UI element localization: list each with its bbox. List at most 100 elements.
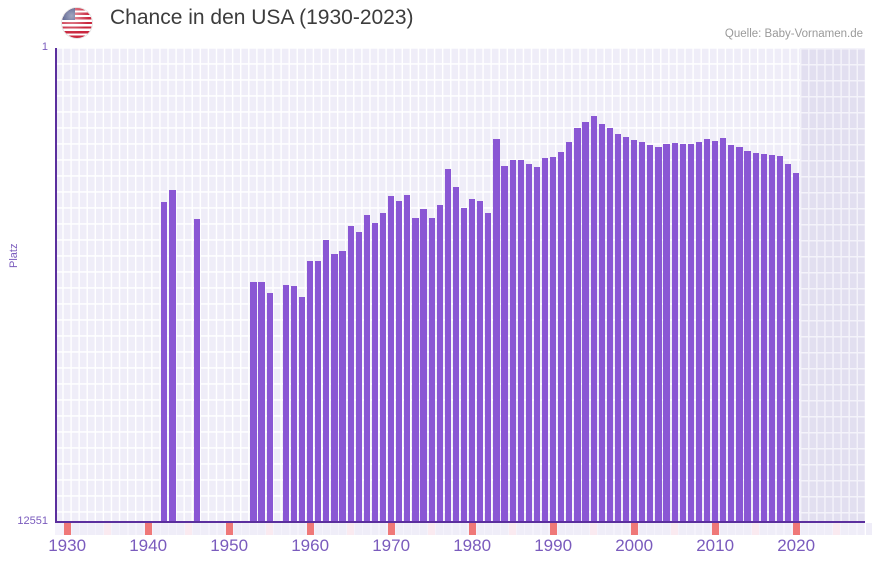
x-tick-2028 xyxy=(857,523,865,535)
x-tick-1962 xyxy=(322,523,330,535)
x-tick-1978 xyxy=(452,523,460,535)
bar-2013 xyxy=(736,146,743,522)
us-flag-icon xyxy=(62,8,92,38)
bar-1979 xyxy=(460,207,468,522)
x-tick-2003 xyxy=(655,523,662,535)
x-tick-1930 xyxy=(63,523,71,535)
x-tick-1946 xyxy=(193,523,201,535)
bar-1965 xyxy=(347,225,354,522)
x-tick-1945 xyxy=(185,523,193,535)
bar-1971 xyxy=(396,201,403,522)
x-tick-1951 xyxy=(233,523,241,535)
bar-1981 xyxy=(477,201,484,522)
x-tick-1952 xyxy=(241,523,249,535)
x-tick-1977 xyxy=(444,523,452,535)
bar-2000 xyxy=(631,139,638,522)
x-tick-1966 xyxy=(355,523,363,535)
x-tick-2020 xyxy=(792,523,800,535)
bar-1943 xyxy=(169,190,176,522)
x-tick-1984 xyxy=(501,523,508,535)
y-axis-title: Platz xyxy=(8,243,20,268)
bar-2015 xyxy=(752,153,759,522)
x-tick-1960 xyxy=(306,523,314,535)
bar-2003 xyxy=(655,146,662,522)
x-tick-1947 xyxy=(201,523,209,535)
bar-1942 xyxy=(161,202,168,522)
x-tick-2011 xyxy=(719,523,727,535)
x-tick-1936 xyxy=(112,523,120,535)
x-tick-1974 xyxy=(420,523,427,535)
x-tick-2012 xyxy=(727,523,735,535)
x-tick-2014 xyxy=(744,523,751,535)
bar-1975 xyxy=(428,217,435,522)
bar-1958 xyxy=(290,285,298,522)
bar-1976 xyxy=(436,204,443,522)
x-tick-1992 xyxy=(565,523,573,535)
bar-2001 xyxy=(639,142,646,522)
bar-1992 xyxy=(566,142,573,522)
bar-1984 xyxy=(501,165,508,522)
x-tick-1963 xyxy=(331,523,338,535)
x-tick-2024 xyxy=(825,523,832,535)
x-axis-label-1980: 1980 xyxy=(453,536,492,555)
x-tick-1998 xyxy=(614,523,622,535)
x-tick-1939 xyxy=(136,523,144,535)
x-tick-1957 xyxy=(282,523,290,535)
x-tick-2004 xyxy=(663,523,670,535)
x-tick-1934 xyxy=(96,523,103,535)
bar-1946 xyxy=(193,218,200,522)
x-axis-tick-strip xyxy=(55,523,873,535)
bar-1968 xyxy=(371,223,379,522)
bar-1988 xyxy=(533,166,541,522)
x-axis-label-2000: 2000 xyxy=(615,536,654,555)
x-tick-1950 xyxy=(225,523,233,535)
bar-1972 xyxy=(404,194,411,522)
x-tick-2006 xyxy=(679,523,687,535)
x-tick-2019 xyxy=(784,523,792,535)
bar-2009 xyxy=(703,138,711,522)
bar-1994 xyxy=(582,122,589,522)
bar-1991 xyxy=(558,151,565,522)
x-axis-label-2010: 2010 xyxy=(696,536,735,555)
bar-1998 xyxy=(614,134,622,522)
x-axis-labels: 1930 1940 1950 1960 1970 1980 1990 2000 2010 2020 xyxy=(0,536,873,566)
x-tick-1980 xyxy=(468,523,476,535)
bar-1969 xyxy=(379,213,387,522)
x-tick-2008 xyxy=(695,523,703,535)
x-tick-1976 xyxy=(436,523,444,535)
x-tick-2018 xyxy=(776,523,784,535)
x-tick-1989 xyxy=(541,523,549,535)
bar-1953 xyxy=(250,281,257,522)
bar-2014 xyxy=(744,150,751,522)
bar-2007 xyxy=(687,143,694,522)
bar-1973 xyxy=(412,217,419,522)
x-axis-label-1950: 1950 xyxy=(210,536,249,555)
bar-2019 xyxy=(784,163,792,522)
chart-header: Chance in den USA (1930-2023) Quelle: Ba… xyxy=(0,0,873,44)
x-tick-1987 xyxy=(525,523,533,535)
x-axis-label-1990: 1990 xyxy=(534,536,573,555)
bar-1993 xyxy=(574,128,581,522)
x-tick-2022 xyxy=(808,523,816,535)
x-tick-1995 xyxy=(590,523,598,535)
bar-1983 xyxy=(493,139,500,522)
x-tick-1937 xyxy=(120,523,128,535)
x-tick-1954 xyxy=(258,523,265,535)
x-tick-1985 xyxy=(509,523,517,535)
x-tick-1955 xyxy=(266,523,274,535)
y-axis-bottom-label: 12551 xyxy=(17,515,48,527)
x-tick-1999 xyxy=(622,523,630,535)
x-tick-2007 xyxy=(687,523,695,535)
x-tick-1986 xyxy=(517,523,525,535)
x-tick-2021 xyxy=(800,523,808,535)
x-tick-1938 xyxy=(128,523,136,535)
x-tick-2026 xyxy=(841,523,849,535)
bar-1995 xyxy=(590,115,597,522)
x-tick-2023 xyxy=(817,523,824,535)
bar-2012 xyxy=(728,145,735,522)
x-tick-1964 xyxy=(339,523,346,535)
bar-1966 xyxy=(355,231,362,522)
x-tick-1940 xyxy=(144,523,152,535)
x-tick-1967 xyxy=(363,523,371,535)
